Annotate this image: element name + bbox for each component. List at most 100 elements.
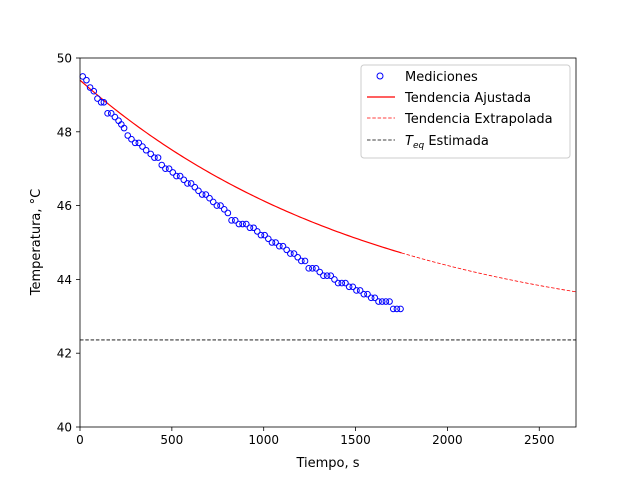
measurement-point bbox=[139, 143, 146, 150]
measurement-point bbox=[364, 290, 371, 298]
x-tick-label: 1500 bbox=[340, 433, 371, 447]
legend-label-measurements: Mediciones bbox=[405, 70, 478, 85]
measurement-point bbox=[198, 191, 206, 198]
measurement-point bbox=[100, 98, 108, 106]
measurement-point bbox=[250, 224, 257, 232]
measurement-point bbox=[298, 257, 305, 265]
measurement-point bbox=[382, 298, 390, 305]
measurement-point bbox=[135, 139, 143, 147]
measurement-point bbox=[349, 283, 357, 291]
measurement-point bbox=[224, 209, 232, 217]
legend-label-teq: Teq Estimada bbox=[405, 134, 489, 151]
y-tick-label: 42 bbox=[57, 347, 72, 361]
measurement-point bbox=[290, 250, 298, 257]
measurement-point bbox=[261, 231, 268, 239]
measurement-point bbox=[334, 279, 342, 287]
measurement-point bbox=[342, 279, 349, 287]
measurement-point bbox=[268, 239, 276, 246]
measurement-point bbox=[316, 268, 324, 276]
measurement-point bbox=[323, 272, 331, 280]
measurement-point bbox=[195, 187, 202, 195]
measurement-point bbox=[173, 172, 180, 180]
measurement-point bbox=[165, 165, 173, 172]
measurement-point bbox=[279, 242, 287, 250]
x-tick-label: 2500 bbox=[524, 433, 555, 447]
measurement-point bbox=[246, 224, 254, 232]
measurement-point bbox=[180, 176, 188, 184]
measurement-point bbox=[312, 265, 320, 272]
measurement-point bbox=[338, 279, 346, 287]
measurement-point bbox=[97, 98, 105, 106]
measurement-point bbox=[371, 294, 379, 302]
measurement-point bbox=[356, 287, 364, 294]
measurement-point bbox=[375, 298, 382, 305]
legend-label-extrapolation: Tendencia Extrapolada bbox=[404, 112, 553, 127]
measurement-point bbox=[94, 95, 101, 102]
measurement-point bbox=[158, 161, 166, 169]
measurement-point bbox=[253, 228, 261, 235]
measurement-point bbox=[345, 283, 353, 291]
extrapolation-line bbox=[401, 252, 577, 293]
x-axis-label: Tiempo, s bbox=[295, 456, 359, 471]
measurement-point bbox=[386, 298, 393, 305]
measurement-point bbox=[90, 87, 98, 95]
measurement-point bbox=[327, 272, 335, 280]
x-tick-label: 2000 bbox=[432, 433, 463, 447]
legend-label-teq-symbol: T bbox=[405, 134, 414, 149]
measurement-point bbox=[191, 183, 199, 191]
legend-label-teq-suffix: Estimada bbox=[424, 134, 489, 149]
measurement-point bbox=[206, 194, 213, 202]
measurement-point bbox=[320, 272, 327, 280]
measurement-point bbox=[378, 298, 386, 305]
x-tick-label: 1000 bbox=[248, 433, 279, 447]
measurement-point bbox=[294, 253, 301, 261]
y-tick-label: 50 bbox=[57, 52, 72, 66]
legend-label-fit: Tendencia Ajustada bbox=[404, 91, 531, 106]
measurement-point bbox=[257, 231, 265, 239]
measurement-point bbox=[131, 139, 139, 147]
measurement-point bbox=[235, 220, 243, 228]
measurement-point bbox=[202, 191, 210, 198]
measurement-point bbox=[301, 257, 309, 265]
series-layer bbox=[79, 73, 577, 341]
measurement-point bbox=[86, 84, 94, 91]
legend-label-teq-subscript: eq bbox=[413, 141, 425, 151]
measurement-point bbox=[147, 150, 155, 158]
measurement-point bbox=[242, 220, 250, 228]
measurement-point bbox=[220, 205, 228, 213]
y-tick-label: 46 bbox=[57, 199, 72, 213]
measurement-point bbox=[128, 135, 135, 143]
measurement-point bbox=[239, 220, 246, 228]
measurement-point bbox=[104, 110, 111, 117]
y-tick-label: 40 bbox=[57, 421, 72, 435]
measurement-point bbox=[360, 290, 368, 298]
measurement-point bbox=[276, 242, 283, 250]
y-tick-label: 44 bbox=[57, 273, 72, 287]
measurement-point bbox=[272, 239, 279, 246]
measurement-point bbox=[353, 287, 360, 294]
fit-line bbox=[79, 79, 402, 254]
measurement-point bbox=[217, 202, 224, 209]
measurement-point bbox=[124, 132, 132, 139]
measurement-point bbox=[169, 169, 177, 176]
measurement-point bbox=[367, 294, 375, 302]
measurement-point bbox=[209, 198, 217, 206]
measurement-point bbox=[151, 154, 158, 161]
measurement-point bbox=[393, 305, 401, 313]
legend-frame bbox=[360, 64, 571, 159]
legend-marker-measurements bbox=[376, 72, 384, 80]
measurement-point bbox=[231, 217, 239, 224]
y-axis-label: Temperatura, °C bbox=[29, 189, 44, 296]
measurement-point bbox=[120, 124, 128, 132]
measurement-point bbox=[228, 217, 235, 224]
y-tick-label: 48 bbox=[57, 125, 72, 139]
measurement-point bbox=[162, 165, 169, 172]
measurement-point bbox=[287, 250, 294, 257]
measurement-point bbox=[389, 305, 397, 313]
legend: Mediciones Tendencia Ajustada Tendencia … bbox=[360, 64, 571, 159]
measurement-point bbox=[83, 76, 90, 84]
measurement-point bbox=[305, 265, 313, 272]
measurement-point bbox=[187, 180, 195, 187]
measurement-point bbox=[111, 113, 119, 121]
